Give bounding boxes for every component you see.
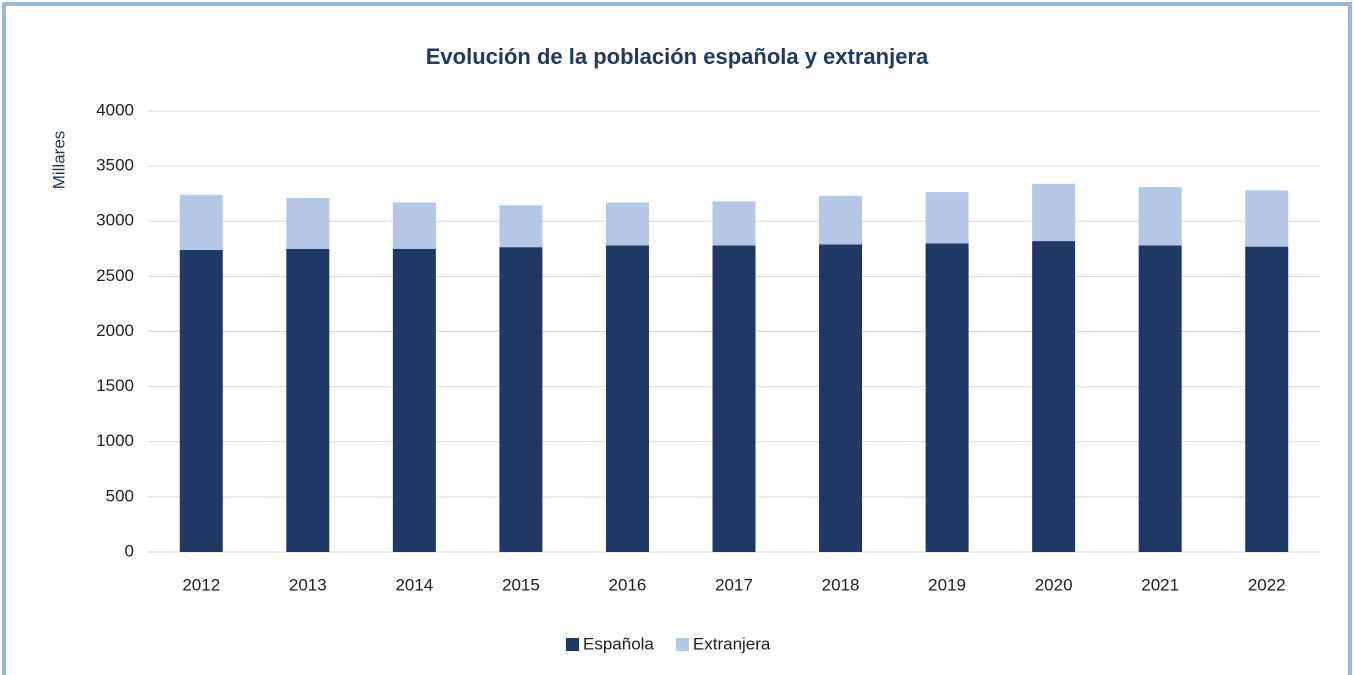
bar-segment bbox=[286, 248, 330, 552]
bar-segment bbox=[1245, 246, 1289, 553]
bar-segment bbox=[1245, 190, 1289, 247]
x-tick-label: 2022 bbox=[1248, 575, 1286, 594]
bar-segment bbox=[605, 202, 649, 246]
y-tick-label: 4000 bbox=[96, 100, 134, 119]
bar-segment bbox=[819, 195, 863, 245]
bar-segment bbox=[712, 201, 756, 246]
chart-title: Evolución de la población española y ext… bbox=[426, 44, 929, 69]
bar-segment bbox=[179, 194, 223, 250]
y-tick-label: 2000 bbox=[96, 321, 134, 340]
bar-segment bbox=[819, 244, 863, 552]
bar-segment bbox=[1138, 187, 1182, 246]
bar-segment bbox=[286, 198, 330, 249]
bar-segment bbox=[605, 245, 649, 552]
x-tick-label: 2019 bbox=[928, 575, 966, 594]
y-tick-label: 3500 bbox=[96, 156, 134, 175]
y-tick-label: 0 bbox=[125, 541, 134, 560]
y-tick-label: 1500 bbox=[96, 376, 134, 395]
bar-segment bbox=[712, 245, 756, 552]
bar-segment bbox=[1032, 183, 1076, 242]
bar-segment bbox=[392, 202, 436, 249]
bar-segment bbox=[1032, 241, 1076, 552]
x-tick-label: 2012 bbox=[182, 575, 220, 594]
legend-swatch bbox=[675, 638, 689, 651]
x-tick-label: 2013 bbox=[289, 575, 327, 594]
bar-segment bbox=[499, 205, 543, 248]
x-tick-label: 2017 bbox=[715, 575, 753, 594]
x-tick-label: 2014 bbox=[395, 575, 433, 594]
y-tick-label: 500 bbox=[106, 486, 134, 505]
y-tick-label: 3000 bbox=[96, 211, 134, 230]
bar-segment bbox=[179, 249, 223, 553]
bar-segment bbox=[925, 192, 969, 244]
y-tick-label: 2500 bbox=[96, 266, 134, 285]
y-axis-label: Millares bbox=[49, 131, 68, 190]
x-tick-label: 2020 bbox=[1035, 575, 1073, 594]
x-tick-label: 2016 bbox=[609, 575, 647, 594]
x-tick-label: 2018 bbox=[822, 575, 860, 594]
bar-segment bbox=[499, 247, 543, 552]
x-tick-label: 2021 bbox=[1141, 575, 1179, 594]
legend-swatch bbox=[566, 638, 579, 651]
y-tick-label: 1000 bbox=[96, 431, 134, 450]
legend-label: Española bbox=[583, 634, 654, 653]
bar-segment bbox=[925, 243, 969, 553]
bar-segment bbox=[1138, 245, 1182, 552]
legend-label: Extranjera bbox=[693, 634, 771, 653]
bar-segment bbox=[392, 248, 436, 552]
x-tick-label: 2015 bbox=[502, 575, 540, 594]
